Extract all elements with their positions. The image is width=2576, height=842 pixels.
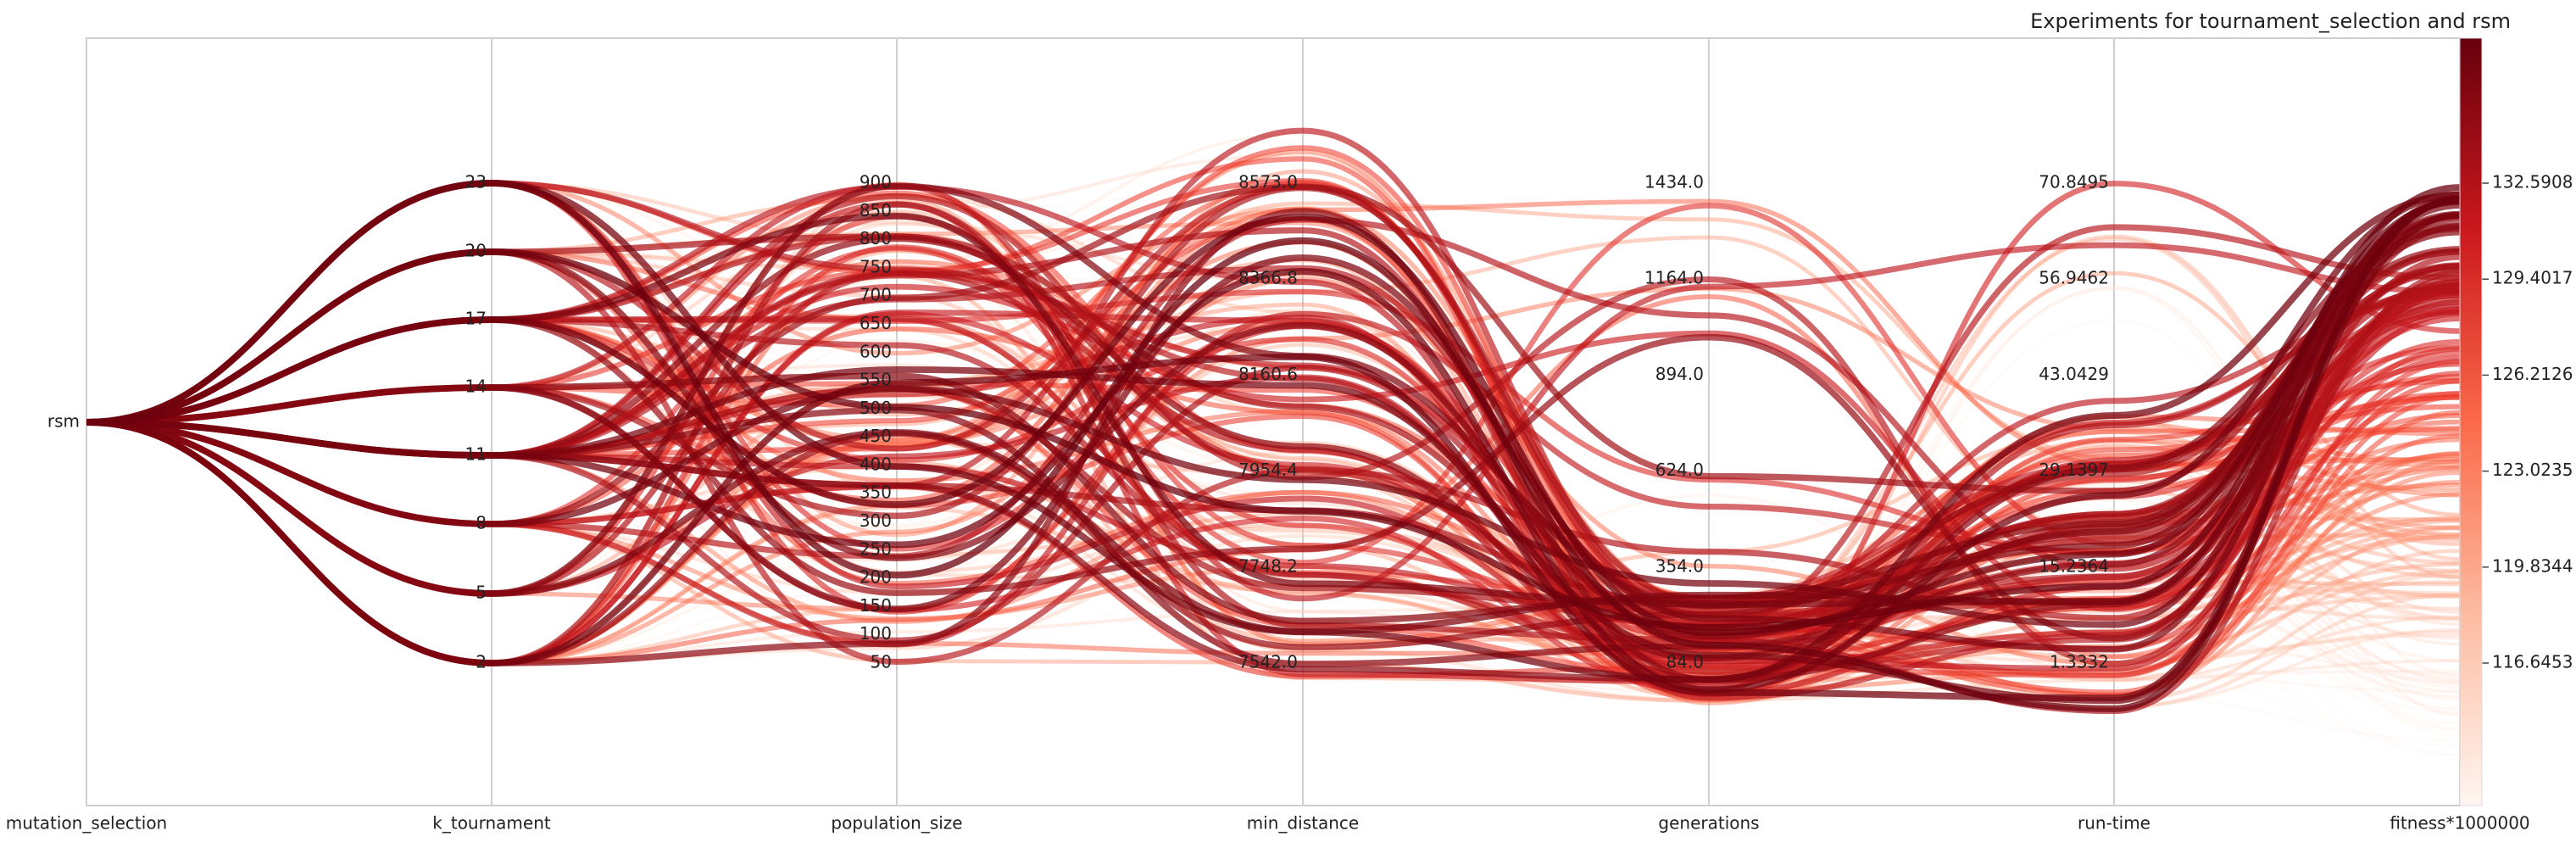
tick-label-min_distance: 7954.4	[1238, 460, 1298, 480]
tick-label-run-time: 1.3332	[2050, 652, 2109, 672]
tick-label-generations: 894.0	[1655, 364, 1704, 384]
tick-label-run-time: 29.1397	[2039, 460, 2109, 480]
tick-label-mutation_selection: rsm	[47, 411, 80, 432]
tick-label-population_size: 650	[860, 313, 892, 333]
polylines-layer	[86, 127, 2461, 756]
tick-label-min_distance: 8160.6	[1238, 364, 1298, 384]
experiment-line	[86, 196, 2461, 702]
experiment-line	[86, 179, 2461, 712]
tick-label-population_size: 100	[860, 623, 892, 644]
tick-label-fitness: 123.0235	[2492, 460, 2573, 480]
tick-label-population_size: 800	[860, 228, 892, 248]
tick-label-fitness: 126.2126	[2492, 364, 2573, 384]
axis-label-generations: generations	[1658, 813, 1759, 834]
colorbar	[2459, 37, 2483, 806]
tick-label-population_size: 750	[860, 256, 892, 276]
tick-label-run-time: 56.9462	[2039, 268, 2109, 288]
tick-label-population_size: 350	[860, 482, 892, 503]
axis-label-population_size: population_size	[831, 813, 962, 834]
tick-label-min_distance: 7542.0	[1238, 652, 1298, 672]
tick-label-population_size: 500	[860, 398, 892, 418]
tick-label-population_size: 50	[871, 652, 892, 672]
tick-label-population_size: 400	[860, 454, 892, 474]
tick-label-fitness: 132.5908	[2492, 172, 2573, 192]
tick-label-fitness: 129.4017	[2492, 268, 2573, 288]
tick-label-k_tournament: 23	[465, 172, 487, 192]
tick-label-min_distance: 7748.2	[1238, 555, 1298, 576]
tick-label-population_size: 300	[860, 510, 892, 531]
tick-label-population_size: 700	[860, 285, 892, 305]
tick-label-run-time: 15.2364	[2039, 555, 2109, 576]
axis-label-k_tournament: k_tournament	[432, 813, 551, 834]
axis-label-fitness*1000000: fitness*1000000	[2390, 813, 2529, 834]
tick-label-k_tournament: 11	[465, 444, 487, 465]
tick-label-k_tournament: 20	[465, 241, 487, 261]
tick-label-generations: 84.0	[1666, 652, 1704, 672]
axis-label-min_distance: min_distance	[1247, 813, 1359, 834]
tick-label-generations: 1434.0	[1644, 172, 1704, 192]
experiment-line	[86, 198, 2461, 637]
tick-label-k_tournament: 17	[465, 309, 487, 329]
axis-label-run-time: run-time	[2078, 813, 2150, 834]
tick-label-population_size: 600	[860, 341, 892, 361]
experiment-line	[86, 184, 2461, 631]
tick-label-k_tournament: 14	[465, 376, 487, 397]
tick-label-min_distance: 8366.8	[1238, 268, 1298, 288]
tick-label-population_size: 150	[860, 595, 892, 616]
axis-label-mutation_selection: mutation_selection	[6, 813, 167, 834]
tick-label-population_size: 450	[860, 426, 892, 446]
tick-label-population_size: 550	[860, 370, 892, 390]
tick-label-population_size: 200	[860, 567, 892, 588]
chart-title: Experiments for tournament_selection and…	[2030, 9, 2511, 33]
tick-label-population_size: 850	[860, 200, 892, 220]
tick-label-k_tournament: 8	[476, 513, 487, 533]
tick-label-generations: 354.0	[1655, 555, 1704, 576]
tick-label-population_size: 250	[860, 538, 892, 559]
tick-label-k_tournament: 5	[476, 583, 487, 603]
experiment-line	[86, 191, 2461, 694]
tick-label-run-time: 70.8495	[2039, 172, 2109, 192]
tick-label-min_distance: 8573.0	[1238, 172, 1298, 192]
tick-label-generations: 624.0	[1655, 460, 1704, 480]
experiment-line	[86, 197, 2461, 628]
tick-label-generations: 1164.0	[1644, 268, 1704, 288]
tick-label-k_tournament: 2	[476, 652, 487, 672]
tick-label-fitness: 119.8344	[2492, 555, 2573, 576]
tick-label-fitness: 116.6453	[2492, 652, 2573, 672]
tick-label-run-time: 43.0429	[2039, 364, 2109, 384]
tick-label-population_size: 900	[860, 172, 892, 192]
experiment-line	[86, 194, 2461, 653]
